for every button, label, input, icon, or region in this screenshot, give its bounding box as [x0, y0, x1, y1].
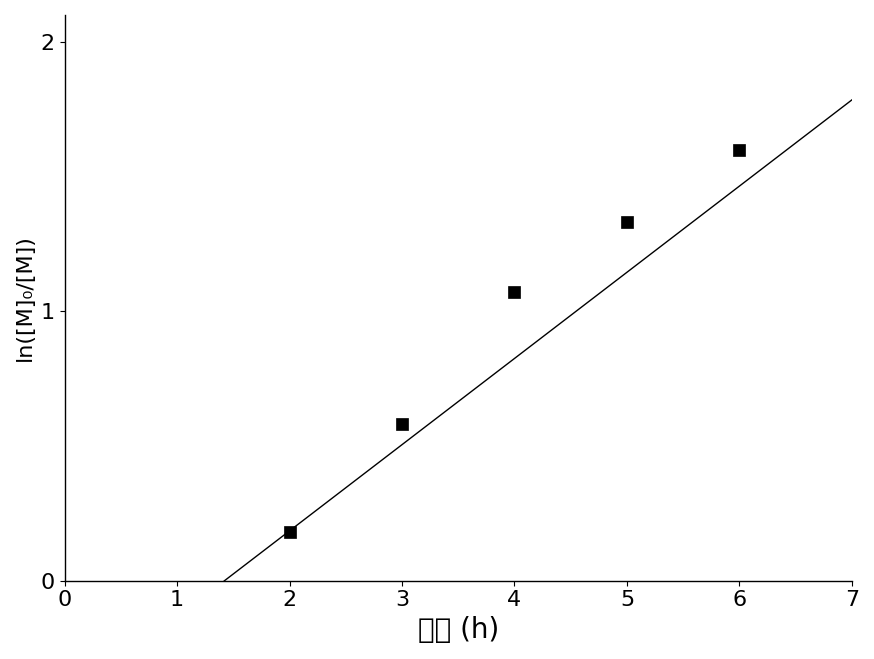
X-axis label: 时间 (h): 时间 (h): [418, 616, 499, 644]
Y-axis label: ln([M]₀/[M]): ln([M]₀/[M]): [15, 235, 35, 361]
